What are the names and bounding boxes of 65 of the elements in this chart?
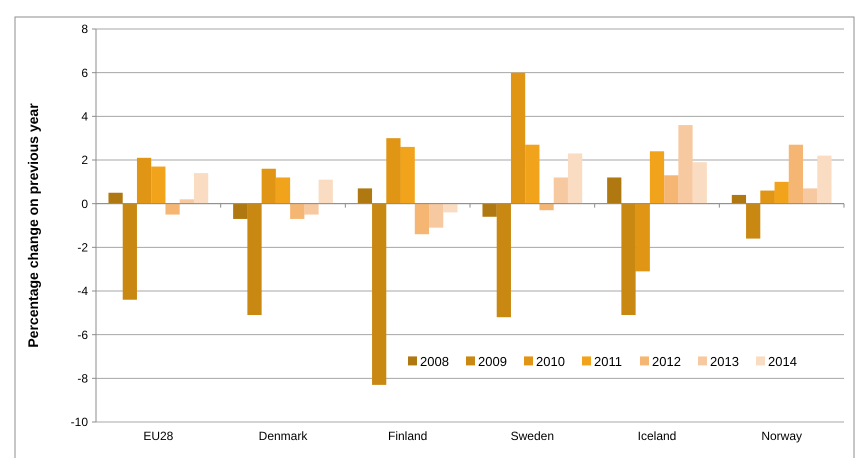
y-tick-label: -6 xyxy=(77,328,88,342)
bar xyxy=(692,162,707,204)
bar xyxy=(386,138,401,204)
y-tick-label: 4 xyxy=(81,110,88,124)
bar xyxy=(136,158,152,204)
bar xyxy=(803,188,818,204)
legend-label: 2009 xyxy=(478,354,507,369)
y-tick-label: 0 xyxy=(81,196,88,211)
bar xyxy=(276,177,290,204)
bar xyxy=(636,204,650,272)
legend-label: 2010 xyxy=(536,354,565,369)
bar xyxy=(539,204,554,210)
bar xyxy=(525,144,540,204)
bar xyxy=(746,204,760,239)
y-tick-label: -10 xyxy=(70,415,88,430)
y-tick-label: -2 xyxy=(77,240,88,255)
y-tick-label: 6 xyxy=(81,66,88,80)
bar xyxy=(429,204,444,228)
bar xyxy=(443,204,458,212)
bar xyxy=(372,204,386,385)
bar xyxy=(194,173,208,204)
bar xyxy=(678,125,693,204)
bar xyxy=(554,177,568,204)
bar xyxy=(774,182,789,204)
bar xyxy=(496,204,511,318)
bar xyxy=(510,72,526,204)
y-tick-label: -4 xyxy=(77,284,88,298)
bar xyxy=(788,144,804,204)
x-tick-label: EU28 xyxy=(143,429,174,443)
bar xyxy=(358,188,372,204)
bar xyxy=(233,204,248,219)
bar xyxy=(318,180,333,204)
y-tick-label: 8 xyxy=(81,22,88,36)
bar xyxy=(650,151,664,204)
bar xyxy=(607,177,622,204)
x-tick-label: Sweden xyxy=(510,429,554,443)
bar xyxy=(732,194,746,204)
bar xyxy=(664,175,678,204)
bar xyxy=(760,190,775,204)
bar xyxy=(165,204,180,215)
x-tick-label: Finland xyxy=(388,429,428,443)
bar xyxy=(414,204,430,234)
legend-label: 2012 xyxy=(652,354,681,369)
legend-label: 2011 xyxy=(594,354,622,369)
bar xyxy=(290,204,304,219)
bar xyxy=(247,204,262,316)
legend-label: 2013 xyxy=(710,354,739,369)
bar xyxy=(151,166,166,204)
legend-label: 2008 xyxy=(420,354,449,369)
x-tick-label: Denmark xyxy=(258,429,308,443)
bar xyxy=(108,192,123,204)
x-tick-label: Norway xyxy=(761,429,802,443)
y-tick-label: 2 xyxy=(81,153,88,168)
y-tick-label: -8 xyxy=(77,372,88,386)
bar xyxy=(817,156,832,204)
bar xyxy=(621,204,636,316)
y-axis-title: Percentage change on previous year xyxy=(25,102,41,348)
x-tick-label: Iceland xyxy=(638,429,676,443)
bar xyxy=(482,204,497,217)
legend-label: 2014 xyxy=(768,354,797,369)
bar xyxy=(400,146,415,204)
bar xyxy=(122,204,137,300)
bar xyxy=(262,168,276,204)
bar xyxy=(568,153,582,204)
bar xyxy=(304,204,319,215)
